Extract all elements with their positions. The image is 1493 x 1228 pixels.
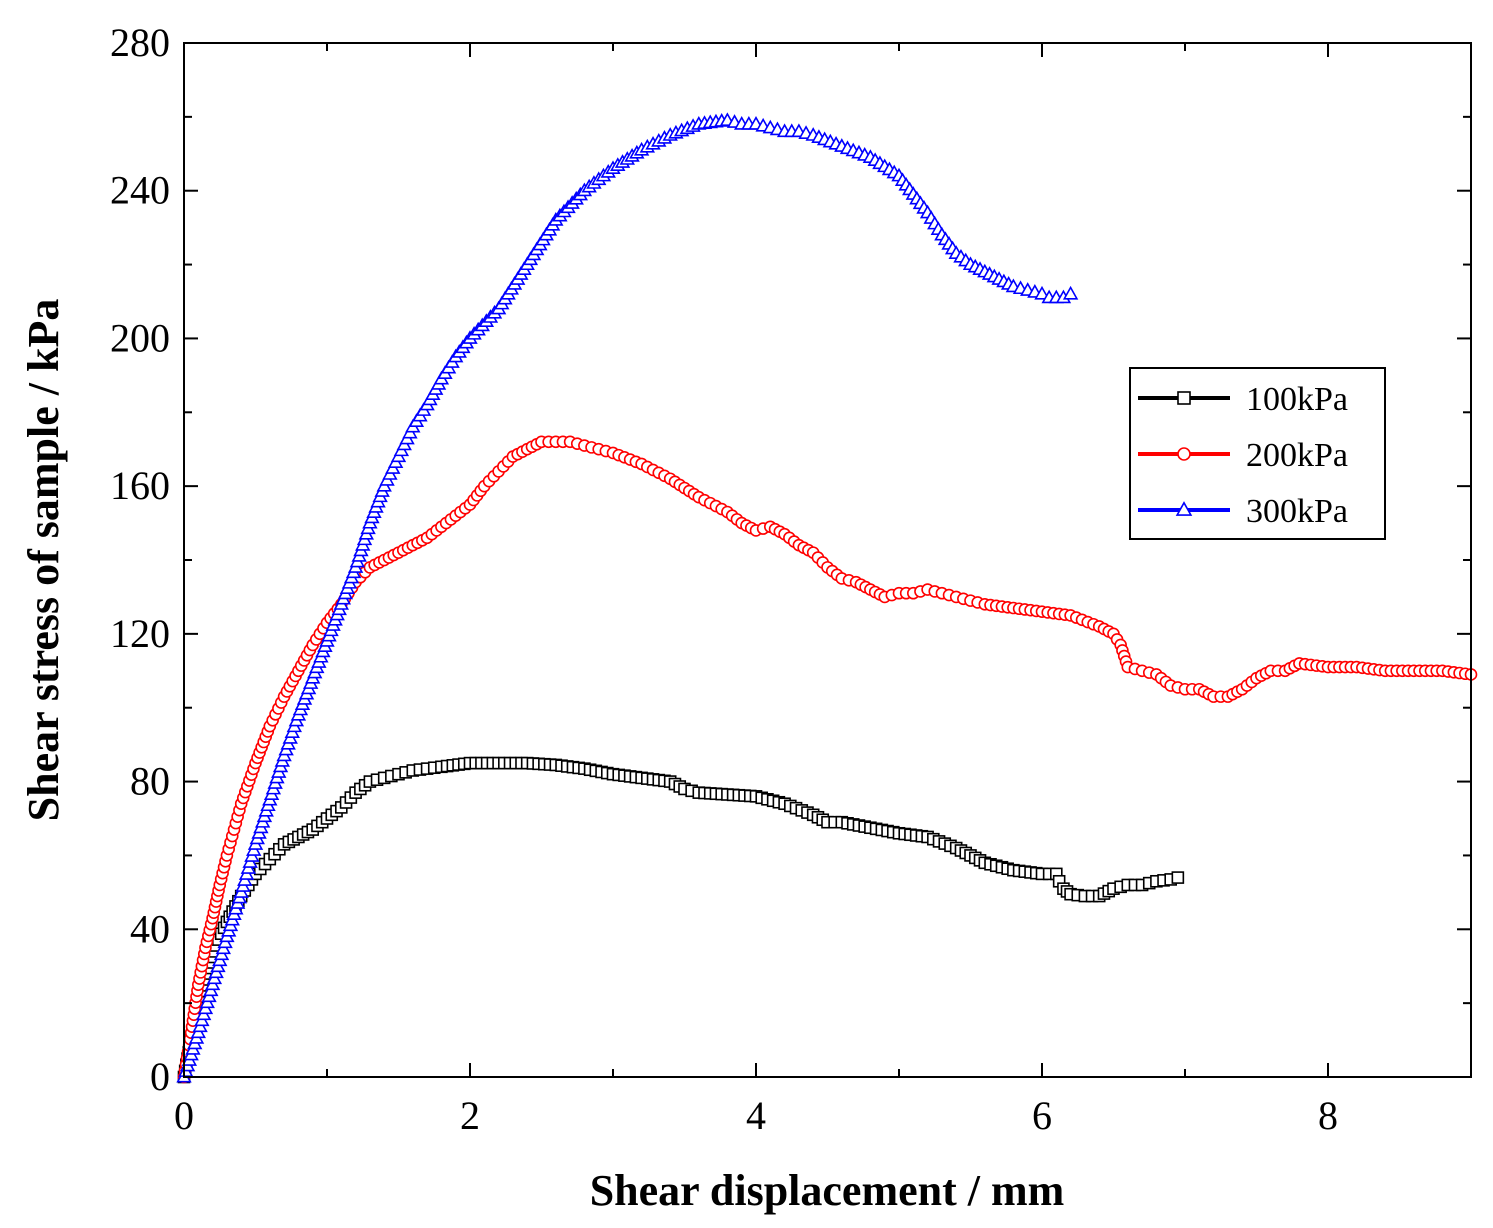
legend-label: 300kPa bbox=[1246, 493, 1348, 530]
legend-marker bbox=[1177, 391, 1191, 405]
y-tick-label: 200 bbox=[110, 315, 170, 360]
series-100kPa bbox=[177, 756, 1185, 1084]
series-line bbox=[182, 119, 1072, 1078]
legend-marker bbox=[1175, 501, 1193, 516]
y-axis-title: Shear stress of sample / kPa bbox=[19, 299, 68, 822]
x-tick-label: 0 bbox=[174, 1093, 194, 1138]
series-layer bbox=[176, 112, 1478, 1084]
series-300kPa bbox=[176, 112, 1079, 1083]
y-tick-label: 80 bbox=[130, 759, 170, 804]
legend-label: 100kPa bbox=[1246, 381, 1348, 418]
y-tick-label: 0 bbox=[150, 1054, 170, 1099]
legend-label: 200kPa bbox=[1246, 437, 1348, 474]
legend-marker bbox=[1177, 447, 1191, 461]
series-200kPa bbox=[177, 435, 1478, 1084]
x-tick-label: 6 bbox=[1032, 1093, 1052, 1138]
data-point bbox=[1171, 871, 1185, 884]
data-point bbox=[1034, 285, 1050, 300]
data-point bbox=[1062, 285, 1079, 300]
y-tick-label: 40 bbox=[130, 906, 170, 951]
y-tick-label: 160 bbox=[110, 463, 170, 508]
x-tick-label: 4 bbox=[746, 1093, 766, 1138]
x-tick-label: 2 bbox=[460, 1093, 480, 1138]
legend: 100kPa 200kPa 300kPa bbox=[1129, 367, 1386, 540]
y-tick-label: 120 bbox=[110, 611, 170, 656]
x-axis-title: Shear displacement / mm bbox=[590, 1166, 1065, 1215]
y-tick-label: 240 bbox=[110, 168, 170, 213]
y-tick-label: 280 bbox=[110, 20, 170, 65]
x-tick-label: 8 bbox=[1318, 1093, 1338, 1138]
